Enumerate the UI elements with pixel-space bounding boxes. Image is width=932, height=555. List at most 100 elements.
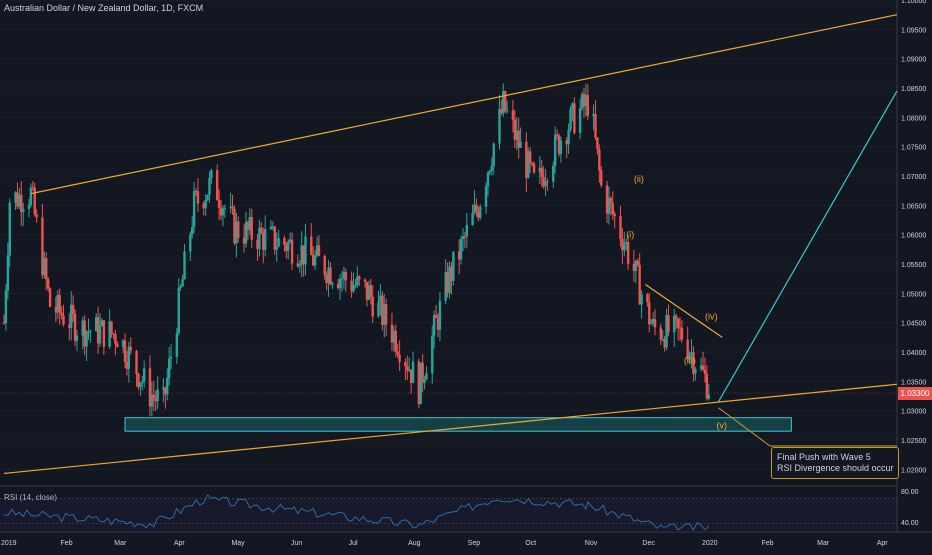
candle-body [475,204,478,212]
candle-body [680,327,684,340]
wave-label-2: (iii) [684,356,696,366]
candle-body [392,330,396,343]
candle-body [6,255,10,291]
candle-body [517,130,520,148]
candle-body [229,206,232,208]
candle-body [290,239,294,264]
candle-body [619,216,622,240]
candle-body [71,304,75,314]
wave-label-1: (ii) [634,174,644,184]
candle-body [181,279,184,287]
candle-body [356,276,359,286]
candle-body [673,315,676,333]
candle-body [571,103,574,110]
time-tick-label: Sep [468,540,481,547]
candle-body [204,200,207,209]
candle-body [73,313,77,341]
rsi-label: RSI (14, close) [4,493,57,502]
candle-body [365,281,369,300]
candle-body [121,340,125,348]
time-tick-label: Feb [761,540,773,547]
candle-body [206,194,209,201]
candle-body [705,373,709,399]
candle-body [273,226,276,250]
candle-body [600,170,603,186]
candle-body [271,226,275,228]
candle-body [242,237,246,244]
candle-body [540,167,543,178]
candle-body [315,245,319,256]
candle-body [580,93,584,109]
candle-body [582,93,586,107]
candle-body [676,318,680,328]
chart-title: Australian Dollar / New Zealand Dollar, … [4,3,204,13]
candle-body [196,191,200,204]
candle-body [621,239,624,251]
candle-body [634,260,638,271]
time-tick-label: Jun [291,540,302,547]
candle-body [578,108,582,133]
candle-body [192,190,196,228]
candle-body [398,354,401,363]
candle-body [505,110,509,112]
candle-body [296,263,300,267]
candle-body [592,113,595,117]
candle-body [513,119,517,140]
candle-body [461,236,465,240]
candle-body [43,258,46,276]
candle-body [559,140,563,155]
candle-body [396,351,399,355]
candle-body [471,213,474,226]
candle-body [83,320,86,347]
candle-body [246,221,250,230]
candle-body [288,239,292,243]
candle-body [369,285,373,297]
candle-body [377,301,380,317]
candle-body [262,232,265,250]
candle-body [457,251,461,260]
candle-body [250,217,253,240]
candle-body [191,227,194,235]
candle-body [344,272,348,281]
candle-body [31,187,35,189]
candle-body [663,339,666,348]
candle-body [323,256,326,276]
candle-body [166,377,169,395]
candle-body [142,368,146,382]
candle-body [342,272,346,279]
candle-body [81,320,84,336]
candle-body [102,320,106,347]
candle-body [605,185,609,214]
candle-body [8,202,11,256]
annotation-note[interactable]: Final Push with Wave 5 RSI Divergence sh… [771,447,899,479]
candle-body [421,362,424,383]
candle-body [152,394,155,398]
candle-body [686,339,689,360]
price-tick-label: 1.05500 [901,262,926,269]
candle-body [532,163,536,173]
candle-body [313,255,317,266]
candle-body [667,315,670,333]
time-tick-label: 2020 [702,540,718,547]
candle-body [129,346,132,351]
candle-body [511,110,515,120]
price-tick-label: 1.08000 [901,115,926,122]
candle-body [135,350,138,374]
candle-body [477,211,480,218]
candle-body [235,221,238,244]
candle-body [18,194,21,207]
candle-body [237,221,240,238]
candle-body [596,137,599,150]
candle-body [465,225,469,237]
trendline-wave-4-line [645,284,723,338]
candle-body [302,245,305,265]
candle-body [62,315,65,325]
candle-body [60,312,63,316]
candle-body [646,294,649,302]
time-tick-label: Jul [349,540,358,547]
candle-body [363,279,367,282]
candle-body [258,227,261,249]
candle-body [269,226,273,229]
